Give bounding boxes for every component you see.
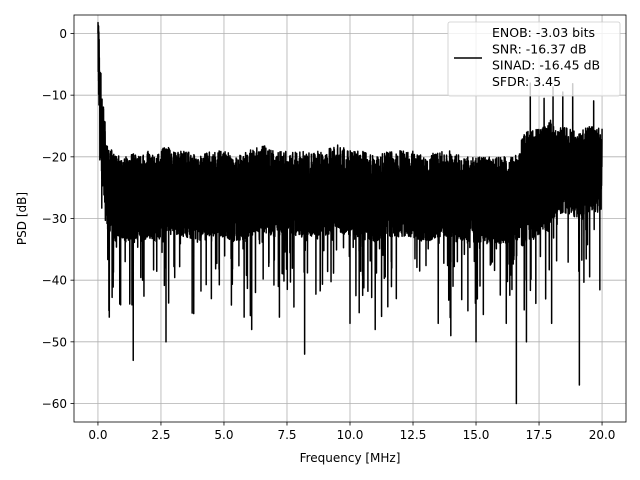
- y-tick-label: −10: [42, 89, 67, 103]
- x-tick-label: 5.0: [214, 428, 233, 442]
- legend-text-snr: SNR: -16.37 dB: [492, 41, 587, 56]
- y-tick-label: −50: [42, 335, 67, 349]
- y-tick-label: −20: [42, 150, 67, 164]
- y-tick-label: −60: [42, 397, 67, 411]
- y-axis-label: PSD [dB]: [15, 192, 29, 245]
- x-tick-label: 17.5: [526, 428, 553, 442]
- legend-text-sfdr: SFDR: 3.45: [492, 74, 561, 89]
- legend: ENOB: -3.03 bits SNR: -16.37 dB SINAD: -…: [447, 21, 621, 97]
- y-tick-label: 0: [59, 27, 67, 41]
- tick-layer: 0.0 2.5 5.0 7.5 10.0 12.5 15.0 17.5 20.0 0 −10 −20 −…: [42, 27, 616, 442]
- x-axis-label: Frequency [MHz]: [300, 451, 401, 465]
- x-tick-label: 15.0: [463, 428, 490, 442]
- y-tick-label: −30: [42, 212, 67, 226]
- data-layer: [97, 21, 603, 405]
- x-tick-label: 7.5: [277, 428, 296, 442]
- y-tick-label: −40: [42, 274, 67, 288]
- x-tick-label: 10.0: [337, 428, 364, 442]
- psd-series-line: [97, 21, 603, 405]
- legend-box: [447, 21, 621, 97]
- legend-text-enob: ENOB: -3.03 bits: [492, 25, 595, 40]
- x-tick-label: 12.5: [400, 428, 427, 442]
- x-tick-label: 20.0: [589, 428, 616, 442]
- x-tick-label: 2.5: [151, 428, 170, 442]
- x-tick-label: 0.0: [88, 428, 107, 442]
- legend-text-sinad: SINAD: -16.45 dB: [492, 58, 600, 73]
